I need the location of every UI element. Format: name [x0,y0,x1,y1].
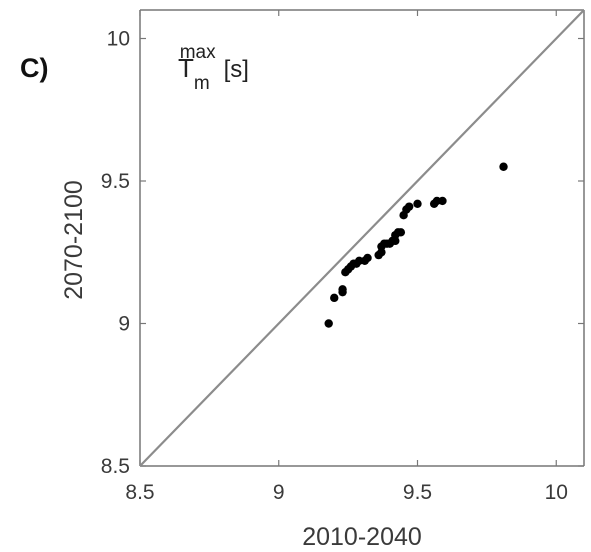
x-tick-label: 9.5 [403,481,432,504]
x-axis-ticks: 8.5 9 9.5 10 [125,10,568,504]
y-tick-label: 10 [107,28,130,51]
y-tick-label: 8.5 [101,455,130,478]
x-tick-label: 9 [273,481,285,504]
variable-superscript: max [180,42,216,63]
x-tick-label: 8.5 [125,481,154,504]
data-point [438,196,447,206]
y-axis-ticks: 8.5 9 9.5 10 [101,28,584,478]
axes [139,9,585,467]
x-tick-label: 10 [545,481,568,504]
y-axis-label: 2070-2100 [60,180,88,300]
data-point [363,253,372,263]
y-tick-label: 9.5 [101,170,130,193]
variable-label: Tm max [s] [178,42,249,94]
variable-subscript: m [194,73,210,94]
data-point [396,228,406,237]
data-points [324,162,508,328]
panel-label: C) [20,53,49,83]
data-point [499,162,508,171]
data-point [413,199,422,208]
x-axis-label: 2010-2040 [302,523,422,551]
variable-unit: [s] [224,56,249,83]
reference-line-y-equals-x [139,9,585,467]
y-tick-label: 9 [118,313,130,336]
variable-base: T [178,53,194,83]
data-point [324,319,333,328]
data-point [338,285,347,294]
data-point [330,293,339,303]
data-point [404,202,414,211]
